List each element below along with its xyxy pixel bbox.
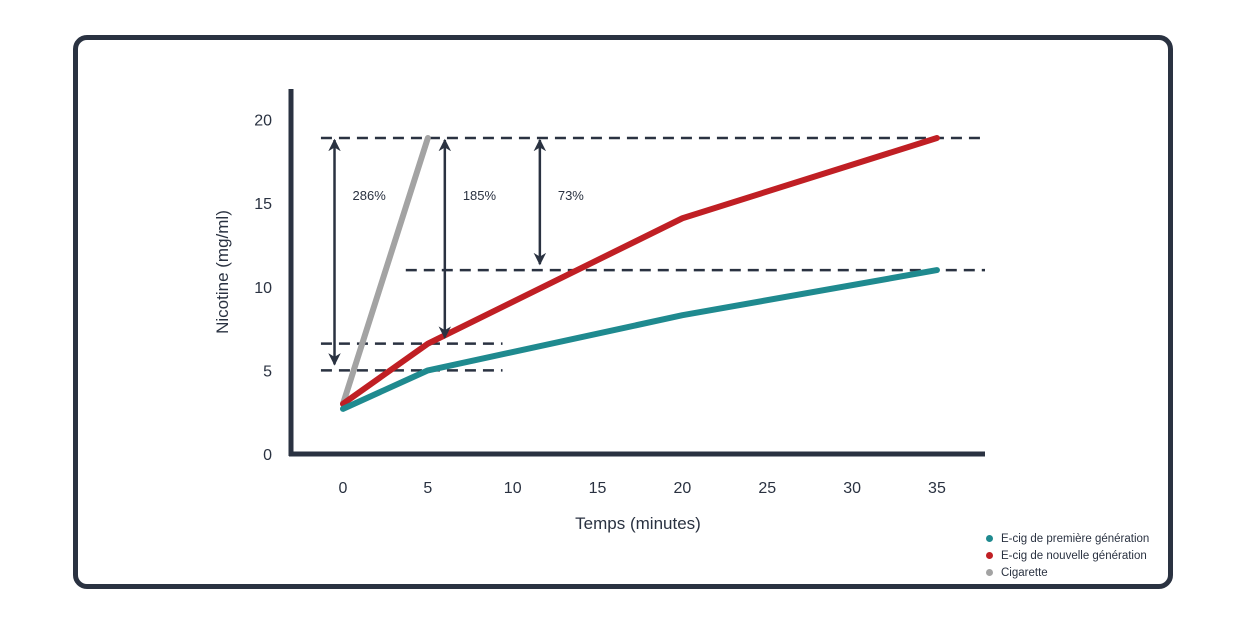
- y-axis-label: Nicotine (mg/ml): [213, 210, 232, 334]
- legend-label: E-cig de première génération: [1001, 532, 1150, 545]
- y-tick-label: 5: [263, 363, 272, 380]
- x-tick-label: 0: [339, 480, 348, 497]
- percentage-annotation: 185%: [463, 188, 497, 203]
- percentage-annotation: 73%: [558, 188, 584, 203]
- x-tick-label: 35: [928, 480, 946, 497]
- percentage-annotation: 286%: [353, 188, 387, 203]
- y-tick-label: 0: [263, 447, 272, 464]
- y-tick-label: 10: [254, 280, 272, 297]
- x-tick-label: 30: [843, 480, 861, 497]
- x-tick-label: 10: [504, 480, 522, 497]
- legend-dot-icon: [986, 535, 993, 542]
- series-line-e-cig-de-premi-re-g-n-ration: [340, 267, 940, 412]
- series-line-e-cig-de-nouvelle-g-n-ration: [340, 134, 940, 407]
- legend-item: Cigarette: [986, 564, 1149, 581]
- chart-frame: [73, 35, 1173, 589]
- legend-dot-icon: [986, 552, 993, 559]
- x-tick-label: 20: [674, 480, 692, 497]
- legend-label: E-cig de nouvelle génération: [1001, 549, 1147, 562]
- y-tick-label: 20: [254, 113, 272, 130]
- x-tick-label: 15: [589, 480, 607, 497]
- y-tick-label: 15: [254, 196, 272, 213]
- series-line-cigarette: [340, 134, 431, 407]
- legend-item: E-cig de nouvelle génération: [986, 547, 1149, 564]
- legend-dot-icon: [986, 569, 993, 576]
- legend-label: Cigarette: [1001, 566, 1048, 579]
- x-tick-label: 25: [758, 480, 776, 497]
- x-axis-label: Temps (minutes): [575, 514, 701, 533]
- legend: E-cig de première génération E-cig de nou…: [986, 530, 1149, 581]
- x-tick-label: 5: [423, 480, 432, 497]
- legend-item: E-cig de première génération: [986, 530, 1149, 547]
